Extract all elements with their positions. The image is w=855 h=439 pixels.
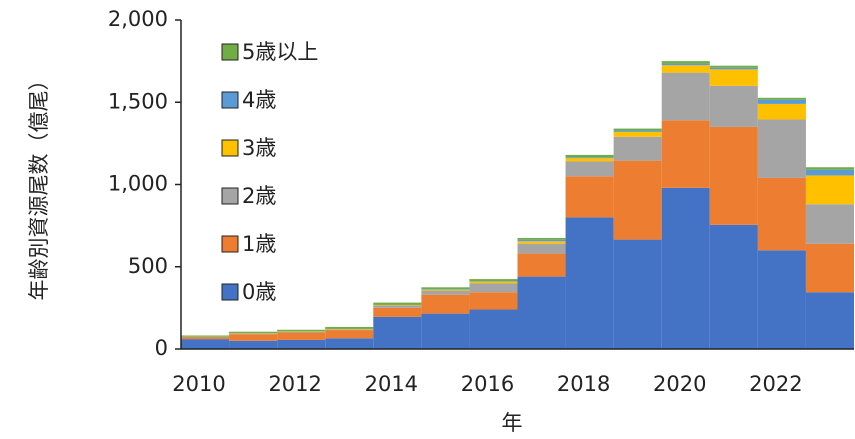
bar-segment — [709, 224, 758, 349]
bar-segment — [181, 335, 230, 337]
bar-segment — [613, 128, 662, 131]
bar-segment — [661, 120, 710, 188]
bar-segment — [709, 65, 758, 68]
bar-segment — [709, 67, 758, 70]
bar-segment — [757, 99, 806, 104]
bar-segment — [565, 161, 614, 177]
bar-segment — [421, 313, 470, 349]
bar-segment — [421, 294, 470, 314]
bar-segment — [757, 103, 806, 120]
bar-segment — [565, 154, 614, 158]
bar-segment — [229, 340, 278, 349]
y-tick-label: 2,000 — [108, 7, 168, 31]
bar-segment — [613, 239, 662, 349]
x-axis-title: 年 — [502, 411, 523, 435]
x-tick-label: 2018 — [557, 372, 610, 396]
bar-segment — [229, 331, 278, 334]
bar-segment — [661, 61, 710, 64]
bar-segment — [469, 309, 518, 349]
bar-segment — [805, 175, 854, 205]
x-tick-label: 2020 — [653, 372, 706, 396]
bar-segment — [181, 337, 230, 340]
bar-segment — [613, 131, 662, 137]
legend-swatch — [221, 235, 239, 253]
bar-segment — [373, 305, 422, 308]
bar-segment — [469, 292, 518, 310]
bar-segment — [421, 290, 470, 295]
bar-segment — [805, 169, 854, 176]
bar-segment — [469, 283, 518, 293]
bar-segment — [325, 338, 374, 349]
bar-segment — [325, 326, 374, 329]
bar-segment — [277, 329, 326, 332]
legend-label: 5歳以上 — [242, 40, 318, 64]
legend-label: 3歳 — [242, 136, 276, 160]
bar-segment — [757, 119, 806, 178]
bar-segment — [757, 97, 806, 100]
bar-segment — [517, 243, 566, 254]
x-tick-label: 2010 — [172, 372, 225, 396]
legend-swatch — [221, 283, 239, 301]
bar-segment — [661, 187, 710, 349]
bar-segment — [805, 204, 854, 244]
y-tick-label: 1,500 — [108, 89, 168, 113]
y-axis-title: 年齢別資源尾数（億尾） — [27, 70, 51, 301]
bar-segment — [661, 63, 710, 66]
x-tick-label: 2016 — [461, 372, 514, 396]
bar-segment — [517, 253, 566, 277]
bar-segment — [709, 85, 758, 127]
legend-label: 2歳 — [242, 184, 276, 208]
bar-segment — [565, 158, 614, 162]
y-tick-label: 500 — [128, 254, 168, 278]
bar-segment — [805, 167, 854, 170]
bar-segment — [373, 302, 422, 305]
x-tick-label: 2014 — [365, 372, 418, 396]
bar-segment — [517, 276, 566, 349]
bar-segment — [757, 250, 806, 349]
legend-label: 1歳 — [242, 232, 276, 256]
bar-segment — [277, 332, 326, 340]
x-tick-label: 2022 — [749, 372, 802, 396]
legend-swatch — [221, 187, 239, 205]
bar-segment — [565, 176, 614, 218]
bar-segment — [229, 333, 278, 335]
bar-segment — [805, 243, 854, 293]
bar-segment — [613, 130, 662, 132]
bar-segment — [373, 307, 422, 317]
bar-segment — [517, 241, 566, 244]
bar-segment — [613, 160, 662, 240]
bar-segment — [757, 177, 806, 251]
y-tick-label: 0 — [155, 336, 168, 360]
bar-segment — [709, 126, 758, 225]
bar-segment — [805, 292, 854, 349]
bar-segment — [229, 334, 278, 341]
x-tick-label: 2012 — [268, 372, 321, 396]
bar-segment — [421, 287, 470, 290]
bar-segment — [661, 72, 710, 121]
bar-segment — [277, 339, 326, 349]
bar-segment — [565, 217, 614, 349]
bar-segment — [709, 69, 758, 86]
y-tick-label: 1,000 — [108, 172, 168, 196]
bar-segment — [565, 157, 614, 159]
legend-swatch — [221, 139, 239, 157]
legend-swatch — [221, 91, 239, 109]
bar-segment — [517, 239, 566, 242]
bar-segment — [517, 237, 566, 240]
bar-segment — [181, 339, 230, 349]
bar-segment — [325, 330, 374, 339]
bar-segment — [469, 279, 518, 282]
bar-segment — [469, 281, 518, 284]
bar-segment — [277, 331, 326, 333]
bar-segment — [421, 289, 470, 291]
legend-label: 4歳 — [242, 88, 276, 112]
bar-segment — [325, 329, 374, 331]
bar-segment — [661, 65, 710, 73]
legend-swatch — [221, 43, 239, 61]
bar-segment — [613, 136, 662, 161]
legend-label: 0歳 — [242, 280, 276, 304]
bar-segment — [373, 316, 422, 349]
